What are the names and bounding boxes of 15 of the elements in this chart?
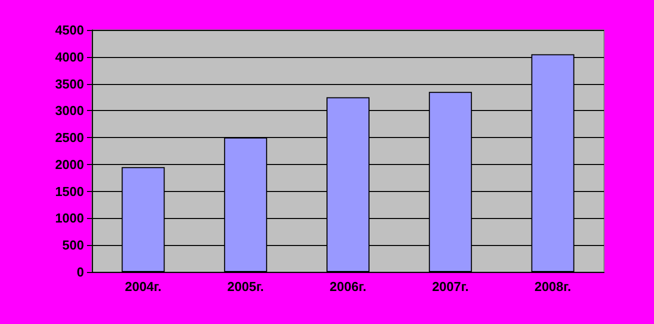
y-tick-label: 3500 [55,76,84,92]
y-tick-label: 3000 [55,103,84,118]
x-tick-label: 2004г. [124,279,162,294]
x-tick-label: 2008г. [534,279,572,294]
y-tick-label: 500 [62,238,84,253]
y-tick-label: 4000 [55,49,84,64]
y-tick-label: 1500 [55,184,84,199]
y-tick-label: 2500 [55,130,84,146]
y-tick-label: 4500 [55,22,84,38]
y-tick-label: 2000 [55,156,84,172]
x-tick-label: 2007г. [432,279,469,294]
x-tick-label: 2005г. [227,279,264,294]
y-tick-label: 1000 [55,210,84,226]
x-tick-label: 2006г. [330,279,366,294]
y-tick-label: 0 [76,264,84,280]
